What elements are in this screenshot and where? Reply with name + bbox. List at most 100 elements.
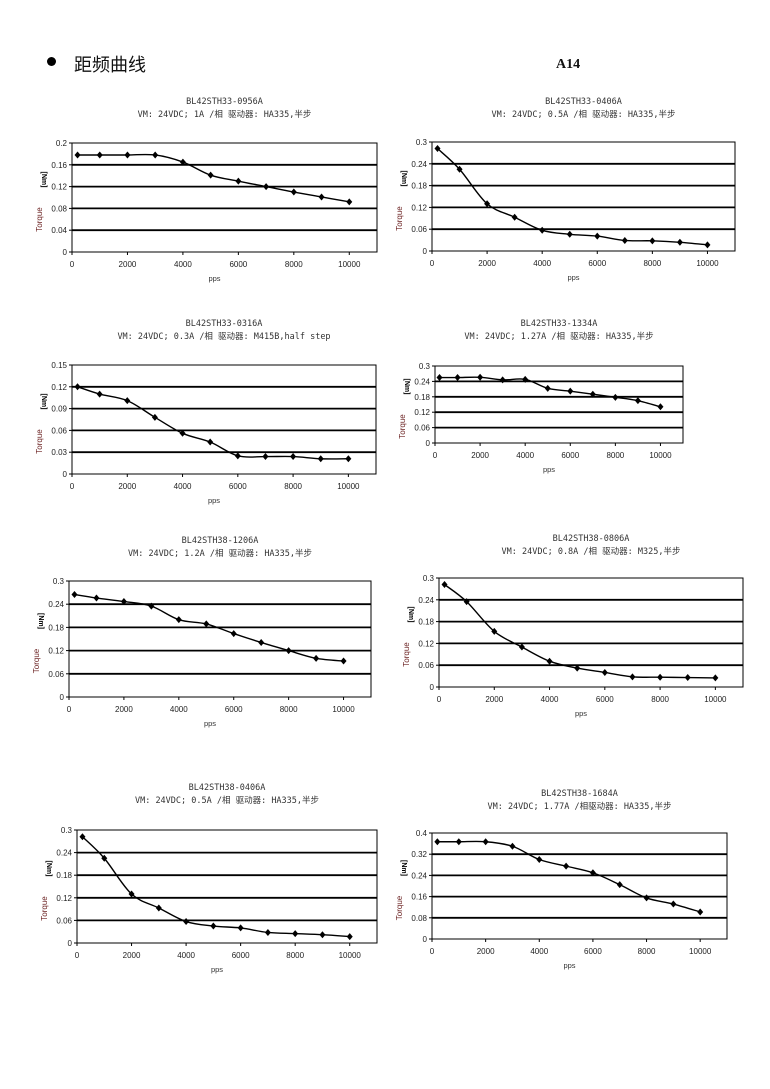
y-tick-label: 0 (68, 939, 73, 948)
data-point (285, 647, 292, 655)
x-tick-label: 10000 (696, 259, 719, 268)
plot-area (71, 142, 378, 253)
x-tick-label: 8000 (606, 451, 624, 460)
plot-area (76, 829, 378, 944)
x-tick-label: 8000 (638, 947, 656, 956)
x-tick-label: 8000 (651, 695, 669, 704)
y-tick-label: 0.12 (48, 647, 64, 656)
chart-title: BL42STH38-1684A (541, 789, 618, 799)
y-tick-label: 0 (60, 693, 65, 702)
x-tick-label: 2000 (485, 695, 503, 704)
y-tick-label: 0.18 (414, 393, 430, 402)
chart-subtitle: VM: 24VDC; 1.2A /相 驱动器: HA335,半步 (128, 548, 312, 559)
data-point (676, 238, 683, 246)
x-tick-label: 8000 (284, 482, 302, 491)
x-tick-label: 4000 (170, 705, 188, 714)
data-point (340, 657, 347, 665)
x-axis-label: pps (543, 465, 555, 474)
y-tick-label: 0.06 (51, 426, 67, 435)
y-tick-label: 0.24 (48, 600, 64, 609)
y-tick-label: 0.08 (411, 914, 427, 923)
data-point (128, 890, 135, 898)
data-point (594, 232, 601, 240)
chart-subtitle: VM: 24VDC; 1.27A /相 驱动器: HA335,半步 (464, 331, 653, 342)
plot-area (431, 141, 736, 252)
data-point (566, 230, 573, 238)
x-tick-label: 4000 (177, 951, 195, 960)
data-point (207, 171, 214, 179)
data-point (684, 674, 691, 682)
x-tick-label: 10000 (649, 451, 672, 460)
data-point (657, 403, 664, 411)
data-point (491, 627, 498, 635)
data-point (96, 151, 103, 159)
y-tick-label: 0.12 (51, 383, 67, 392)
data-point (511, 213, 518, 221)
y-tick-label: 0.18 (411, 182, 427, 191)
x-axis-label: pps (204, 719, 216, 728)
y-tick-label: 0.16 (51, 161, 67, 170)
data-point (499, 376, 506, 384)
y-tick-label: 0.09 (51, 405, 67, 414)
x-tick-label: 8000 (285, 260, 303, 269)
y-tick-label: 0.06 (414, 424, 430, 433)
data-point (536, 856, 543, 863)
y-axis-label: Torque (35, 207, 44, 232)
y-axis-label: Torque (398, 414, 407, 439)
x-tick-label: 8000 (286, 951, 304, 960)
data-point (264, 928, 271, 936)
data-point (71, 591, 78, 599)
y-tick-label: 0.2 (56, 139, 68, 148)
chart-2: BL42STH33-0406A VM: 24VDC; 0.5A /相 驱动器: H… (395, 97, 736, 282)
x-tick-label: 2000 (119, 260, 137, 269)
y-tick-label: 0.24 (414, 377, 430, 386)
plot-area (434, 365, 684, 444)
y-tick-label: 0.24 (56, 849, 72, 858)
chart-subtitle: VM: 24VDC; 0.5A /相 驱动器: HA335,半步 (135, 795, 319, 806)
chart-4: BL42STH33-1334A VM: 24VDC; 1.27A /相 驱动器: … (398, 319, 684, 474)
data-point (546, 657, 553, 665)
y-tick-label: 0.12 (51, 183, 67, 192)
data-point (93, 594, 100, 602)
chart-title: BL42STH38-1206A (182, 536, 259, 546)
y-axis-unit: [Nm] (40, 394, 47, 410)
x-axis-label: pps (563, 961, 575, 970)
x-tick-label: 4000 (541, 695, 559, 704)
data-point (74, 151, 81, 159)
x-tick-label: 2000 (477, 947, 495, 956)
y-tick-label: 0.3 (61, 826, 73, 835)
data-point (317, 455, 324, 463)
x-tick-label: 6000 (229, 482, 247, 491)
x-tick-label: 0 (430, 947, 435, 956)
data-point (544, 384, 551, 392)
y-tick-label: 0.24 (411, 160, 427, 169)
data-point (179, 429, 186, 437)
y-tick-label: 0.12 (418, 639, 434, 648)
data-point (151, 413, 158, 421)
data-point (454, 374, 461, 382)
plot-area (68, 580, 372, 698)
data-point (262, 453, 269, 461)
data-point (292, 930, 299, 938)
data-point (649, 237, 656, 245)
x-tick-label: 0 (70, 260, 75, 269)
x-tick-label: 2000 (115, 705, 133, 714)
data-point (345, 455, 352, 463)
chart-title: BL42STH33-0406A (545, 97, 622, 107)
chart-subtitle: VM: 24VDC; 0.8A /相 驱动器: M325,半步 (502, 546, 681, 557)
y-tick-label: 0.18 (418, 618, 434, 627)
x-axis-label: pps (567, 273, 579, 282)
data-point (290, 188, 297, 196)
y-axis-label: Torque (395, 895, 404, 920)
data-point (148, 602, 155, 610)
data-point (589, 390, 596, 398)
data-point (574, 664, 581, 672)
y-axis-unit: [Nm] (37, 613, 44, 629)
y-tick-label: 0.18 (56, 871, 72, 880)
data-point (455, 838, 462, 846)
x-tick-label: 0 (437, 695, 442, 704)
data-point (616, 881, 623, 889)
data-point (436, 374, 443, 382)
y-tick-label: 0.3 (419, 362, 431, 371)
y-tick-label: 0.3 (416, 138, 428, 147)
